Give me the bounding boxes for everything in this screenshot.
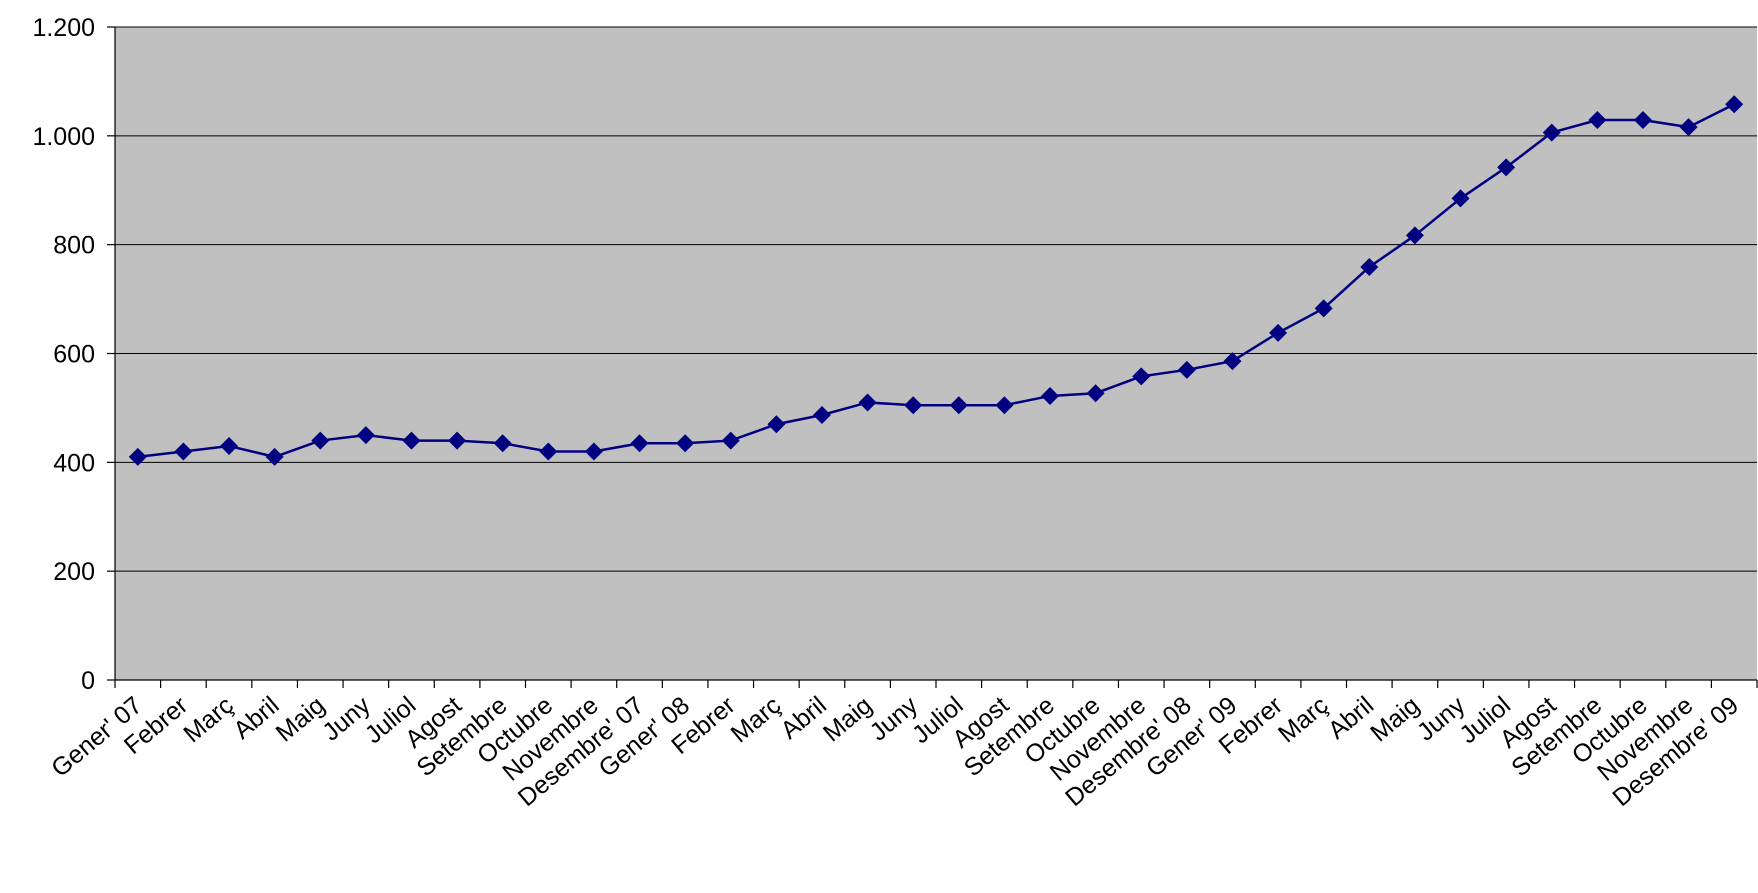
data-marker bbox=[630, 434, 649, 453]
data-marker bbox=[904, 396, 923, 415]
data-marker bbox=[995, 396, 1014, 415]
data-marker bbox=[1542, 123, 1561, 142]
y-tick-label: 1.000 bbox=[32, 123, 95, 151]
data-marker bbox=[1588, 111, 1607, 130]
y-tick-label: 800 bbox=[53, 232, 95, 260]
data-marker bbox=[676, 434, 695, 453]
data-marker bbox=[1360, 257, 1379, 276]
data-marker bbox=[1314, 299, 1333, 318]
data-marker bbox=[493, 434, 512, 453]
data-marker bbox=[539, 442, 558, 461]
data-marker bbox=[949, 396, 968, 415]
x-tick-label: Abril bbox=[1323, 691, 1379, 745]
data-marker bbox=[311, 431, 330, 450]
data-marker bbox=[1132, 367, 1151, 386]
y-tick-label: 1.200 bbox=[32, 14, 95, 42]
y-tick-label: 200 bbox=[53, 558, 95, 586]
x-tick-label: Març bbox=[726, 691, 787, 748]
x-tick-label: Abril bbox=[776, 691, 832, 745]
data-marker bbox=[448, 431, 467, 450]
data-marker bbox=[858, 393, 877, 412]
data-marker bbox=[1679, 118, 1698, 137]
y-tick-label: 0 bbox=[81, 667, 95, 695]
data-marker bbox=[721, 431, 740, 450]
data-marker bbox=[356, 426, 375, 445]
data-marker bbox=[128, 447, 147, 466]
data-marker bbox=[812, 405, 831, 424]
data-marker bbox=[1177, 360, 1196, 379]
data-marker bbox=[220, 437, 239, 456]
data-marker bbox=[1223, 352, 1242, 371]
x-tick-label: Març bbox=[1273, 691, 1334, 748]
x-tick-label: Abril bbox=[228, 691, 284, 745]
data-marker bbox=[265, 447, 284, 466]
data-marker bbox=[1269, 323, 1288, 342]
y-tick-label: 600 bbox=[53, 341, 95, 369]
data-marker bbox=[1725, 95, 1744, 114]
data-marker bbox=[1086, 384, 1105, 403]
data-marker bbox=[1497, 158, 1516, 177]
data-marker bbox=[1451, 189, 1470, 208]
data-marker bbox=[402, 431, 421, 450]
data-marker bbox=[1405, 226, 1424, 245]
data-marker bbox=[174, 442, 193, 461]
data-marker bbox=[1633, 111, 1652, 130]
x-tick-label: Maig bbox=[271, 691, 331, 747]
y-tick-label: 400 bbox=[53, 449, 95, 477]
x-tick-label: Maig bbox=[1365, 691, 1425, 747]
x-tick-label: Maig bbox=[818, 691, 878, 747]
data-marker bbox=[584, 442, 603, 461]
data-marker bbox=[767, 415, 786, 434]
data-marker bbox=[1041, 386, 1060, 405]
x-tick-label: Març bbox=[178, 691, 239, 748]
